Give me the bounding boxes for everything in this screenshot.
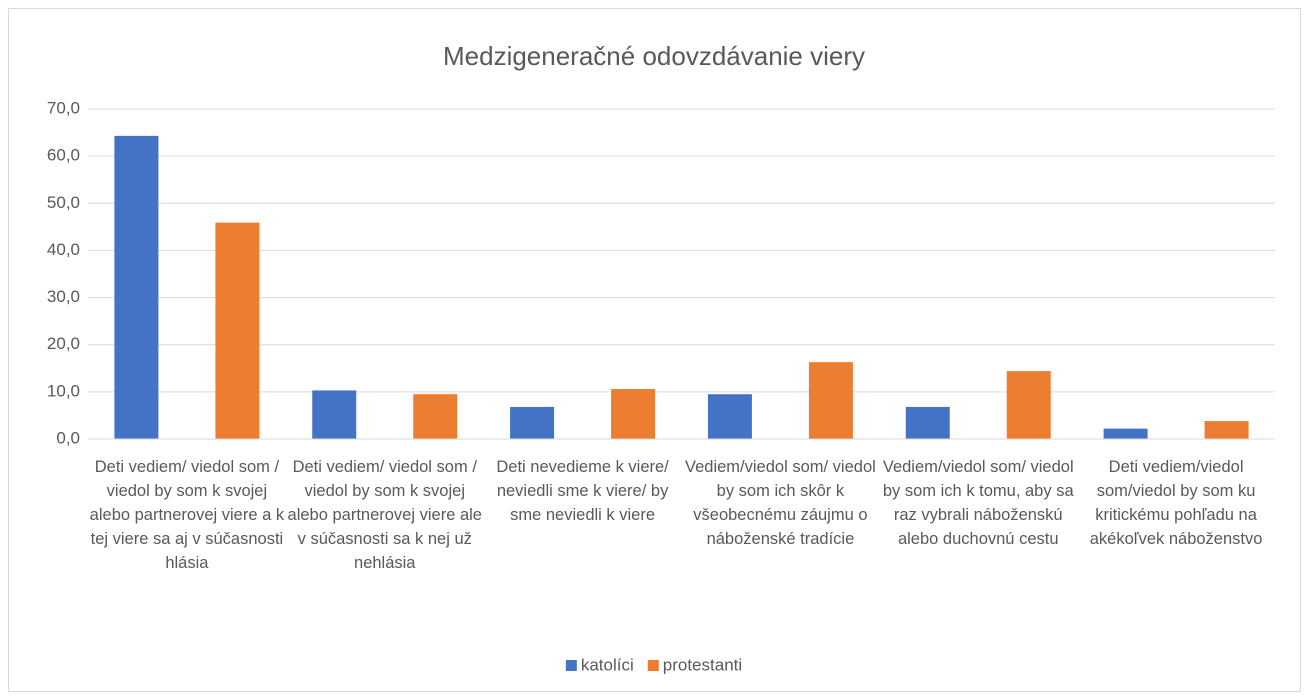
x-tick-label: Vediem/viedol som/ viedol by som ich k t… (882, 458, 1074, 548)
y-tick-label: 70,0 (47, 98, 80, 117)
legend-swatch (647, 660, 659, 671)
y-tick-label: 10,0 (47, 381, 80, 400)
y-tick-label: 0,0 (56, 428, 80, 447)
y-tick-label: 20,0 (47, 334, 80, 353)
x-tick-label: Deti vediem/viedol som/viedol by som ku … (1089, 458, 1263, 548)
chart-border (8, 8, 1301, 692)
legend-swatch (565, 660, 577, 671)
x-tick-label: Deti nevedieme k viere/ neviedli sme k v… (496, 458, 669, 524)
legend-label: katolíci (581, 655, 634, 674)
y-tick-label: 60,0 (47, 146, 80, 165)
bar (1006, 371, 1051, 439)
bar (510, 406, 555, 439)
bar (215, 222, 260, 439)
bar (1103, 428, 1148, 439)
chart-title: Medzigeneračné odovzdávanie viery (443, 41, 865, 71)
y-tick-label: 50,0 (47, 193, 80, 212)
bar (413, 394, 458, 439)
bar (808, 362, 853, 439)
legend-label: protestanti (663, 655, 742, 674)
bar (114, 135, 159, 439)
x-tick-label: Vediem/viedol som/ viedol by som ich skô… (685, 458, 876, 548)
bar (1204, 421, 1249, 439)
y-tick-label: 30,0 (47, 287, 80, 306)
bar (905, 406, 950, 439)
bar (312, 390, 357, 439)
y-tick-label: 40,0 (47, 240, 80, 259)
x-tick-label: Deti vediem/ viedol som / viedol by som … (89, 458, 285, 572)
bar (611, 389, 656, 439)
x-tick-label: Deti vediem/ viedol som / viedol by som … (287, 458, 482, 572)
bar (707, 394, 752, 439)
